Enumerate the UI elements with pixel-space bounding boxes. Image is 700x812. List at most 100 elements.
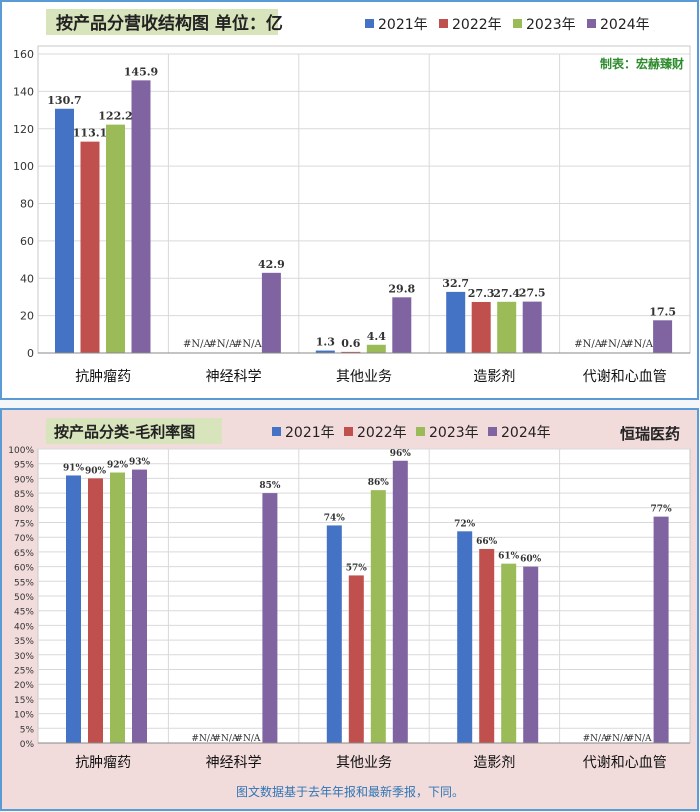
bar bbox=[55, 108, 74, 354]
na-label: #N/A bbox=[213, 734, 238, 744]
y-tick-label: 15% bbox=[14, 696, 34, 706]
data-label: 96% bbox=[390, 449, 412, 459]
data-label: 91% bbox=[63, 463, 85, 473]
legend-label: 2021年 bbox=[378, 17, 428, 33]
bar bbox=[446, 291, 466, 353]
legend-swatch bbox=[365, 19, 374, 28]
revenue-title-box bbox=[46, 9, 278, 35]
data-label: 1.3 bbox=[316, 336, 335, 349]
x-tick-label: 代谢和心血管 bbox=[583, 755, 667, 771]
bar bbox=[326, 525, 342, 743]
y-tick-label: 70% bbox=[14, 534, 34, 544]
revenue-watermark: 制表：宏赫臻财 bbox=[600, 56, 684, 71]
na-label: #N/A bbox=[191, 734, 216, 744]
bar bbox=[315, 350, 335, 353]
y-tick-label: 0 bbox=[27, 347, 34, 360]
x-tick-label: 其他业务 bbox=[336, 369, 392, 385]
legend-label: 2024年 bbox=[501, 425, 551, 441]
y-tick-label: 90% bbox=[14, 475, 34, 485]
legend-swatch bbox=[344, 427, 353, 436]
data-label: 42.9 bbox=[258, 258, 285, 271]
y-tick-label: 95% bbox=[14, 461, 34, 471]
data-label: 27.4 bbox=[493, 287, 520, 300]
data-label: 17.5 bbox=[649, 305, 676, 318]
bar bbox=[523, 566, 539, 743]
bar bbox=[392, 297, 412, 353]
data-label: 90% bbox=[85, 466, 107, 476]
revenue-bars: 130.7 #N/A 1.3 32.7 #N/A 113.1 #N/A 0.6 27.3 #N/A… bbox=[47, 65, 676, 354]
legend-swatch bbox=[272, 427, 281, 436]
bar bbox=[653, 516, 669, 743]
data-label: 66% bbox=[476, 537, 498, 547]
y-tick-label: 20% bbox=[14, 681, 34, 691]
y-tick-label: 50% bbox=[14, 593, 34, 603]
revenue-axes: 0 20 40 60 80 100 120 140 160 抗肿瘤药 神经科学 其他业务 造影剂 代谢和心… bbox=[13, 48, 690, 385]
data-label: 85% bbox=[259, 481, 281, 491]
bar bbox=[497, 301, 517, 353]
y-tick-label: 55% bbox=[14, 578, 34, 588]
legend-label: 2023年 bbox=[429, 425, 479, 441]
y-tick-label: 5% bbox=[20, 725, 35, 735]
x-tick-label: 其他业务 bbox=[336, 755, 392, 771]
bar bbox=[261, 272, 281, 353]
data-label: 29.8 bbox=[388, 282, 415, 295]
bar bbox=[341, 351, 361, 353]
data-label: 130.7 bbox=[47, 94, 81, 107]
y-tick-label: 80 bbox=[20, 198, 34, 211]
margin-chart-title: 按产品分类-毛利率图 bbox=[54, 423, 195, 441]
x-tick-label: 抗肿瘤药 bbox=[75, 368, 131, 385]
data-label: 57% bbox=[346, 563, 368, 573]
na-label: #N/A bbox=[235, 734, 260, 744]
y-tick-label: 80% bbox=[14, 505, 34, 515]
y-tick-label: 35% bbox=[14, 637, 34, 647]
y-tick-label: 40% bbox=[14, 622, 34, 632]
y-tick-label: 20 bbox=[20, 310, 34, 323]
na-label: #N/A bbox=[183, 339, 211, 350]
data-label: 61% bbox=[498, 552, 520, 562]
na-label: #N/A bbox=[625, 339, 653, 350]
y-tick-label: 0% bbox=[20, 740, 35, 750]
margin-axes: 0% 5% 10% 15% 20% 25% 30% 35% 40% 45% 50% 55% 60% 65%… bbox=[8, 446, 690, 771]
bar bbox=[366, 344, 386, 353]
na-label: #N/A bbox=[583, 734, 608, 744]
bar bbox=[653, 320, 673, 353]
footer-note: 图文数据基于去年年报和最新季报，下同。 bbox=[236, 784, 464, 799]
x-tick-label: 造影剂 bbox=[473, 755, 515, 771]
bar bbox=[66, 475, 81, 743]
data-label: 27.3 bbox=[468, 287, 495, 300]
y-tick-label: 160 bbox=[13, 48, 34, 61]
legend-swatch bbox=[587, 19, 596, 28]
legend-swatch bbox=[488, 427, 497, 436]
data-label: 93% bbox=[129, 458, 151, 468]
margin-title-box bbox=[46, 418, 222, 444]
x-tick-label: 神经科学 bbox=[206, 755, 262, 771]
legend-label: 2021年 bbox=[285, 425, 335, 441]
margin-bars: 91% #N/A 74% 72% #N/A 90% #N/A 57% 66% #N/A 92% #N/… bbox=[63, 449, 672, 744]
data-label: 32.7 bbox=[442, 277, 469, 290]
data-label: 0.6 bbox=[341, 337, 360, 350]
legend-label: 2024年 bbox=[600, 17, 650, 33]
data-label: 92% bbox=[107, 461, 129, 471]
data-label: 86% bbox=[368, 478, 390, 488]
x-tick-label: 造影剂 bbox=[473, 369, 515, 385]
bar bbox=[80, 141, 100, 353]
y-tick-label: 120 bbox=[13, 123, 34, 136]
legend-swatch bbox=[439, 19, 448, 28]
y-tick-label: 65% bbox=[14, 549, 34, 559]
y-tick-label: 100 bbox=[13, 160, 34, 173]
x-tick-label: 神经科学 bbox=[206, 369, 262, 385]
na-label: #N/A bbox=[600, 339, 628, 350]
y-tick-label: 45% bbox=[14, 608, 34, 618]
y-tick-label: 140 bbox=[13, 85, 34, 98]
bar bbox=[132, 469, 147, 743]
bar bbox=[348, 575, 364, 743]
bar bbox=[131, 80, 151, 354]
data-label: 74% bbox=[324, 513, 346, 523]
y-tick-label: 40 bbox=[20, 272, 34, 285]
na-label: #N/A bbox=[574, 339, 602, 350]
bar bbox=[522, 301, 542, 353]
data-label: 4.4 bbox=[367, 330, 386, 343]
y-tick-label: 60 bbox=[20, 235, 34, 248]
bar bbox=[106, 124, 125, 353]
bar bbox=[392, 460, 408, 743]
